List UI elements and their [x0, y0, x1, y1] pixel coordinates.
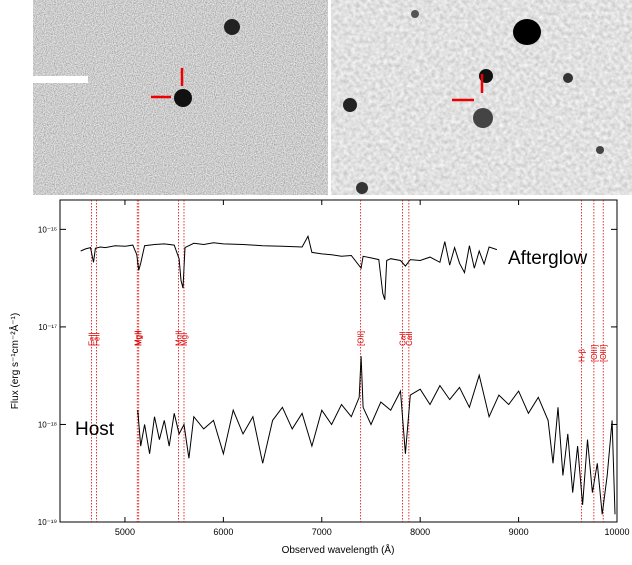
source	[174, 89, 192, 107]
x-tick-label: 10000	[604, 527, 629, 537]
x-tick-label: 6000	[213, 527, 233, 537]
spectrum-line	[80, 234, 498, 300]
x-axis-label: Observed wavelength (Å)	[282, 543, 395, 556]
star	[224, 19, 240, 35]
image-noise	[331, 0, 632, 195]
host	[473, 108, 493, 128]
line-label: [OII]	[357, 331, 366, 346]
line-label: [OIII]	[599, 345, 608, 362]
line-label: MgII	[133, 330, 142, 346]
star	[356, 182, 368, 194]
line-label: CaII	[405, 331, 414, 346]
line-label: MgI	[180, 333, 189, 346]
series-label: Host	[75, 419, 115, 440]
star	[411, 10, 419, 18]
series-label: Afterglow	[508, 248, 587, 269]
image-artifact	[33, 76, 88, 83]
star	[596, 146, 604, 154]
y-tick-label: 10⁻¹⁹	[38, 518, 57, 527]
spectrum-line	[137, 356, 616, 515]
plot-frame	[59, 199, 618, 523]
line-label: FeII	[92, 332, 101, 346]
y-tick-label: 10⁻¹⁷	[38, 323, 57, 332]
line-label: H-β	[578, 349, 587, 362]
star	[563, 73, 573, 83]
line-label: MgII	[175, 330, 184, 346]
line-label: MgII	[135, 330, 144, 346]
star	[513, 19, 541, 45]
y-tick-label: 10⁻¹⁸	[38, 420, 57, 429]
line-label: [OIII]	[590, 345, 599, 362]
star	[343, 98, 357, 112]
image-panel-right	[331, 0, 632, 195]
x-tick-label: 9000	[509, 527, 529, 537]
image-panel-left	[33, 0, 328, 195]
x-tick-label: 7000	[312, 527, 332, 537]
x-tick-label: 8000	[410, 527, 430, 537]
line-label: FeII	[87, 332, 96, 346]
y-axis-label: Flux (erg s⁻¹cm⁻²Å⁻¹)	[8, 313, 21, 409]
line-label: CaII	[398, 331, 407, 346]
x-tick-label: 5000	[115, 527, 135, 537]
y-tick-label: 10⁻¹⁶	[38, 225, 57, 234]
